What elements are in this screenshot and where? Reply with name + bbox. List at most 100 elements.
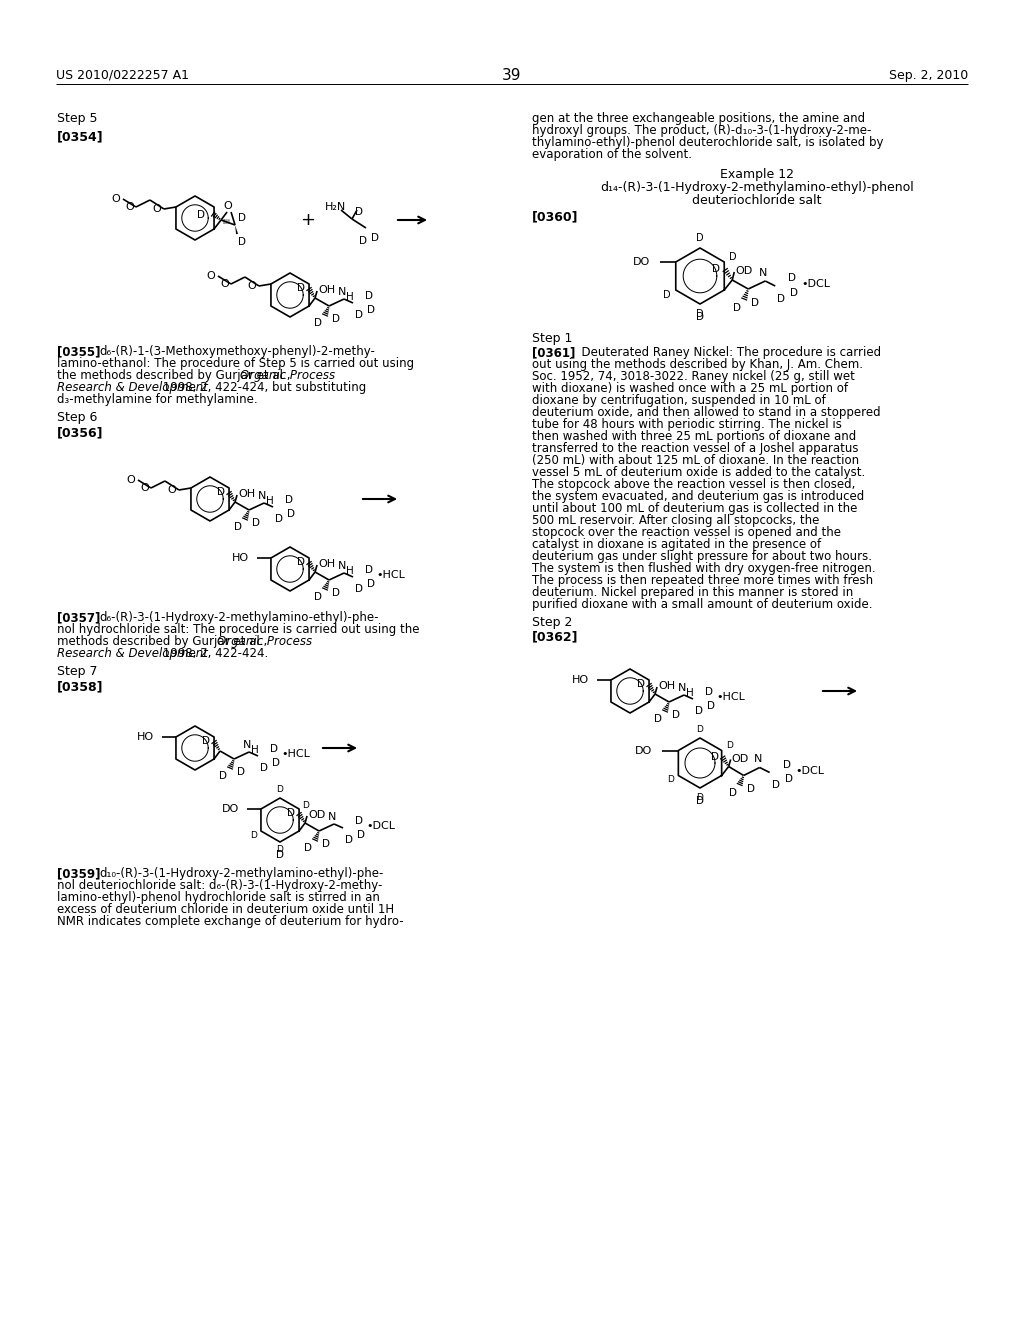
Text: D: D — [251, 830, 257, 840]
Text: d₆-(R)-3-(1-Hydroxy-2-methylamino-ethyl)-phe-: d₆-(R)-3-(1-Hydroxy-2-methylamino-ethyl)… — [99, 611, 379, 624]
Text: H: H — [686, 688, 694, 698]
Text: Soc. 1952, 74, 3018-3022. Raney nickel (25 g, still wet: Soc. 1952, 74, 3018-3022. Raney nickel (… — [532, 370, 855, 383]
Text: D: D — [746, 784, 755, 793]
Text: D: D — [287, 808, 295, 818]
Text: deuterium gas under slight pressure for about two hours.: deuterium gas under slight pressure for … — [532, 550, 872, 564]
Text: OH: OH — [318, 558, 335, 569]
Text: D: D — [260, 763, 268, 774]
Text: stopcock over the reaction vessel is opened and the: stopcock over the reaction vessel is ope… — [532, 525, 841, 539]
Text: O: O — [125, 202, 134, 213]
Text: d₁₀-(R)-3-(1-Hydroxy-2-methylamino-ethyl)-phe-: d₁₀-(R)-3-(1-Hydroxy-2-methylamino-ethyl… — [99, 867, 383, 880]
Text: D: D — [733, 304, 741, 313]
Text: DO: DO — [635, 746, 652, 755]
Text: [0361]: [0361] — [532, 346, 575, 359]
Text: D: D — [355, 583, 364, 594]
Text: D: D — [270, 744, 279, 754]
Text: [0355]: [0355] — [57, 345, 100, 358]
Text: D: D — [696, 796, 705, 807]
Text: N: N — [754, 755, 762, 764]
Text: tube for 48 hours with periodic stirring. The nickel is: tube for 48 hours with periodic stirring… — [532, 418, 842, 432]
Text: transferred to the reaction vessel of a Joshel apparatus: transferred to the reaction vessel of a … — [532, 442, 858, 455]
Text: OH: OH — [318, 285, 335, 294]
Text: D: D — [345, 836, 353, 845]
Text: D: D — [696, 792, 703, 801]
Text: D: D — [287, 510, 295, 519]
Text: excess of deuterium chloride in deuterium oxide until 1H: excess of deuterium chloride in deuteriu… — [57, 903, 394, 916]
Text: N: N — [338, 286, 346, 297]
Text: [0362]: [0362] — [532, 630, 579, 643]
Text: Organic Process: Organic Process — [240, 370, 335, 381]
Text: D: D — [276, 850, 284, 861]
Text: D: D — [202, 737, 210, 746]
Text: 1998, 2, 422-424.: 1998, 2, 422-424. — [159, 647, 268, 660]
Text: Sep. 2, 2010: Sep. 2, 2010 — [889, 69, 968, 82]
Text: D: D — [272, 758, 280, 768]
Text: D: D — [237, 767, 245, 777]
Text: D: D — [784, 775, 793, 784]
Text: D: D — [726, 742, 733, 751]
Text: O: O — [220, 279, 229, 289]
Text: D: D — [782, 759, 791, 770]
Text: N: N — [678, 682, 686, 693]
Text: Step 6: Step 6 — [57, 411, 97, 424]
Polygon shape — [236, 224, 238, 234]
Text: deuterium. Nickel prepared in this manner is stored in: deuterium. Nickel prepared in this manne… — [532, 586, 853, 599]
Text: D: D — [637, 678, 645, 689]
Text: D: D — [772, 780, 779, 791]
Text: D: D — [667, 776, 674, 784]
Text: +: + — [300, 211, 315, 228]
Text: Organic Process: Organic Process — [217, 635, 312, 648]
Text: Deuterated Raney Nickel: The procedure is carried: Deuterated Raney Nickel: The procedure i… — [574, 346, 881, 359]
Text: D: D — [355, 310, 364, 319]
Text: D: D — [359, 236, 367, 246]
Text: N: N — [328, 812, 336, 822]
Text: D: D — [219, 771, 227, 781]
Text: d₁₄-(R)-3-(1-Hydroxy-2-methylamino-ethyl)-phenol: d₁₄-(R)-3-(1-Hydroxy-2-methylamino-ethyl… — [600, 181, 913, 194]
Text: D: D — [777, 294, 785, 304]
Text: N: N — [243, 741, 251, 750]
Text: D: D — [355, 816, 364, 826]
Text: D: D — [788, 273, 797, 282]
Text: methods described by Gurjar et al.,: methods described by Gurjar et al., — [57, 635, 271, 648]
Text: D: D — [197, 210, 205, 220]
Text: D: D — [355, 207, 362, 216]
Text: D: D — [695, 706, 703, 715]
Text: O: O — [112, 194, 120, 205]
Text: OD: OD — [732, 754, 749, 763]
Text: d₆-(R)-1-(3-Methoxymethoxy-phenyl)-2-methy-: d₆-(R)-1-(3-Methoxymethoxy-phenyl)-2-met… — [99, 345, 375, 358]
Text: D: D — [367, 579, 375, 589]
Text: HO: HO — [231, 553, 249, 564]
Text: •DCL: •DCL — [366, 821, 395, 832]
Text: •HCL: •HCL — [376, 570, 404, 579]
Text: D: D — [711, 751, 719, 762]
Text: D: D — [217, 487, 225, 498]
Text: then washed with three 25 mL portions of dioxane and: then washed with three 25 mL portions of… — [532, 430, 856, 444]
Text: •DCL: •DCL — [796, 766, 824, 776]
Text: D: D — [276, 785, 284, 795]
Text: catalyst in dioxane is agitated in the presence of: catalyst in dioxane is agitated in the p… — [532, 539, 821, 550]
Text: N: N — [338, 561, 346, 572]
Text: O: O — [153, 205, 161, 214]
Text: gen at the three exchangeable positions, the amine and: gen at the three exchangeable positions,… — [532, 112, 865, 125]
Text: OD: OD — [735, 267, 753, 276]
Text: 39: 39 — [502, 67, 522, 82]
Text: O: O — [167, 484, 176, 495]
Text: D: D — [729, 788, 736, 799]
Text: D: D — [332, 587, 340, 598]
Text: DO: DO — [633, 257, 650, 267]
Text: Example 12: Example 12 — [720, 168, 794, 181]
Text: HO: HO — [571, 675, 589, 685]
Text: D: D — [332, 314, 340, 323]
Text: D: D — [285, 495, 293, 506]
Text: D: D — [706, 686, 713, 697]
Text: D: D — [323, 840, 330, 849]
Text: N: N — [759, 268, 767, 279]
Text: NMR indicates complete exchange of deuterium for hydro-: NMR indicates complete exchange of deute… — [57, 915, 403, 928]
Text: D: D — [297, 557, 305, 568]
Text: D: D — [371, 234, 379, 243]
Text: O: O — [126, 475, 135, 484]
Text: D: D — [275, 513, 283, 524]
Text: •HCL: •HCL — [716, 692, 744, 702]
Text: D: D — [365, 565, 373, 576]
Text: H: H — [266, 496, 273, 506]
